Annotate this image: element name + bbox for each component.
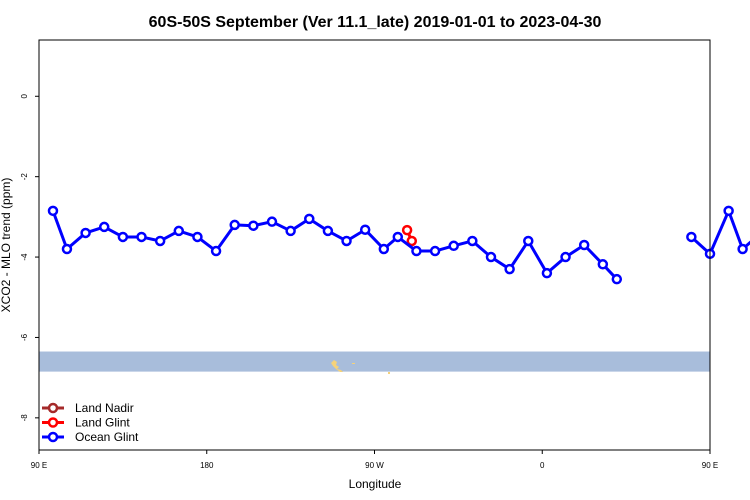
- x-tick-label: 90 E: [702, 461, 718, 470]
- y-tick-label: -6: [20, 333, 29, 341]
- series-layer: [47, 205, 750, 285]
- data-point: [541, 267, 553, 279]
- data-point: [304, 213, 315, 225]
- data-point: [411, 245, 422, 257]
- map-band: [39, 351, 710, 374]
- x-axis-label: Longitude: [349, 477, 402, 491]
- data-point: [560, 251, 571, 263]
- data-point: [80, 227, 91, 239]
- map-ocean: [39, 351, 710, 372]
- data-point: [392, 231, 404, 243]
- x-tick-label: 90 E: [31, 461, 47, 470]
- data-point: [467, 235, 478, 247]
- data-point: [401, 224, 413, 236]
- data-point: [429, 245, 441, 257]
- data-point: [266, 216, 278, 227]
- data-point: [578, 239, 590, 251]
- x-axis: 90 E 180 90 W 0 90 E: [31, 450, 718, 470]
- y-tick-label: -4: [20, 253, 29, 261]
- data-point: [485, 251, 497, 263]
- map-land: [388, 372, 390, 374]
- data-point: [523, 235, 534, 247]
- data-point: [504, 263, 515, 275]
- legend-marker: [47, 417, 59, 428]
- legend-entry: Ocean Glint: [75, 430, 139, 444]
- data-point: [597, 259, 609, 270]
- data-point: [248, 220, 259, 231]
- data-point: [136, 231, 147, 243]
- plot-frame: [38, 39, 711, 451]
- data-point: [154, 235, 166, 247]
- series-line: [51, 210, 618, 281]
- y-axis: 0 -2 -4 -6 -8: [20, 94, 39, 422]
- data-point: [47, 205, 59, 217]
- map-land: [352, 363, 355, 364]
- data-point: [406, 235, 418, 247]
- y-tick-label: -2: [20, 173, 29, 181]
- legend-marker: [47, 402, 59, 414]
- x-tick-label: 0: [540, 461, 545, 470]
- chart-title: 60S-50S September (Ver 11.1_late) 2019-0…: [149, 14, 602, 31]
- data-point: [173, 225, 185, 237]
- data-point: [98, 221, 110, 233]
- data-point: [378, 243, 390, 255]
- y-tick-label: 0: [20, 94, 29, 99]
- data-point: [737, 243, 748, 255]
- y-tick-label: -8: [20, 414, 29, 422]
- data-point: [686, 231, 697, 243]
- data-point: [723, 205, 734, 217]
- x-tick-label: 90 W: [365, 461, 384, 470]
- data-point: [61, 243, 73, 255]
- data-point: [192, 231, 203, 243]
- legend-entry: Land Glint: [75, 416, 130, 430]
- map-land: [331, 360, 343, 372]
- data-point: [611, 273, 623, 285]
- data-point: [210, 245, 222, 257]
- legend-marker: [47, 431, 59, 443]
- data-point: [341, 235, 352, 247]
- data-point: [359, 224, 371, 235]
- data-point: [117, 231, 129, 243]
- data-point: [322, 225, 334, 237]
- series-line: [690, 209, 750, 256]
- data-point: [285, 225, 296, 237]
- y-axis-label: XCO2 - MLO trend (ppm): [0, 178, 13, 313]
- data-point: [229, 219, 240, 231]
- legend-entry: Land Nadir: [75, 401, 134, 415]
- data-point: [448, 240, 459, 252]
- x-tick-label: 180: [200, 461, 214, 470]
